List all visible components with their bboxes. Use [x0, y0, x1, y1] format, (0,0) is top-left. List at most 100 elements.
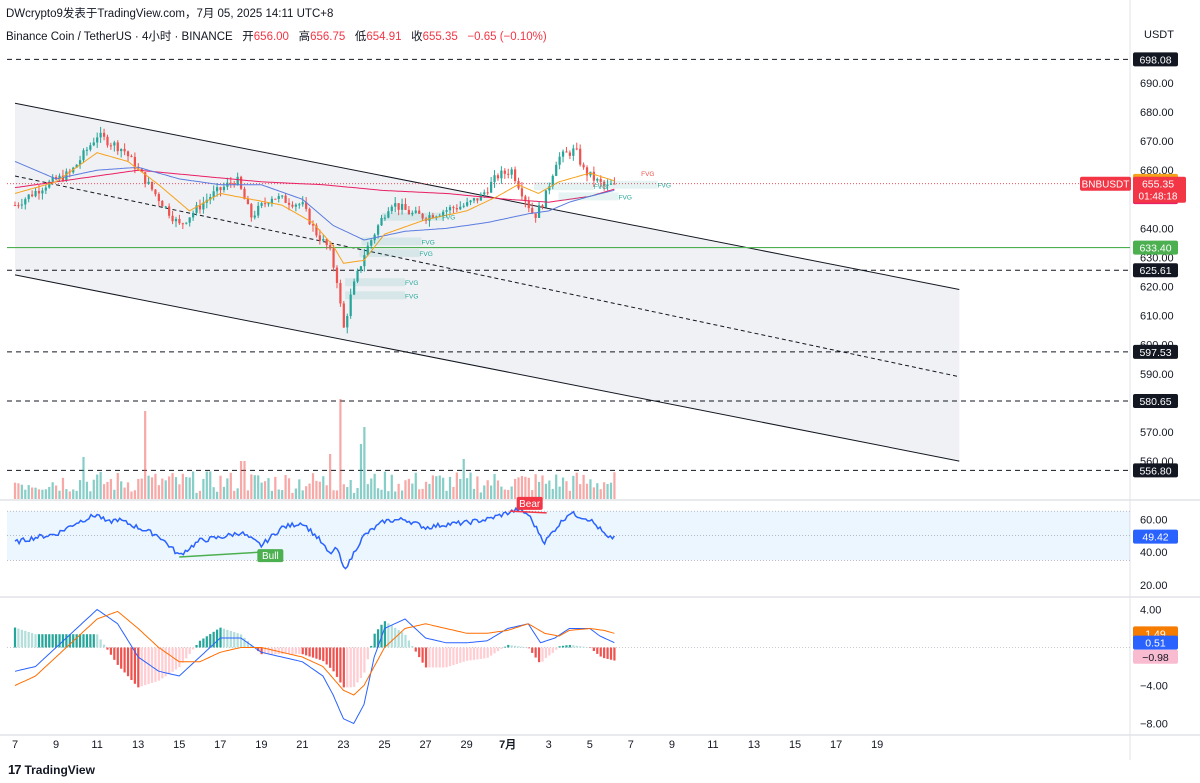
macd-histogram-bar [161, 647, 164, 679]
volume-bar [171, 473, 174, 499]
fvg-markers: FVG FVG FVG FVG FVG FVG FVG FVG FVG [345, 171, 671, 300]
time-tick-label: 13 [132, 739, 144, 751]
macd-histogram-bar [387, 623, 390, 648]
candle-body [428, 215, 431, 221]
volume-bar [37, 489, 41, 499]
macd-signal-line [14, 610, 615, 696]
candle-body [380, 217, 383, 226]
candle-body [370, 240, 373, 246]
volume-bar [332, 490, 335, 499]
macd-histogram-bar [325, 647, 328, 665]
macd-histogram-bar [31, 633, 34, 648]
macd-histogram-bar [558, 646, 561, 648]
divergence-label: Bull [262, 551, 279, 562]
rsi-tick-label: 60.00 [1140, 514, 1168, 526]
candle-body [243, 188, 246, 200]
volume-bar [257, 475, 260, 499]
macd-histogram-bar [140, 647, 143, 687]
macd-histogram-bar [483, 647, 486, 659]
macd-histogram-bar [507, 644, 510, 648]
macd-histogram-bar [82, 634, 85, 648]
volume-bar [339, 399, 342, 499]
macd-histogram-bar [239, 634, 243, 648]
candle-body [603, 181, 606, 186]
time-tick-label: 15 [173, 739, 185, 751]
candle-body [120, 148, 123, 152]
macd-histogram-bar [58, 634, 61, 648]
candle-body [267, 203, 270, 205]
divergence-badge [257, 549, 284, 563]
tradingview-logo[interactable]: 17 TradingView [8, 762, 95, 777]
volume-bars [13, 399, 616, 499]
volume-bar [48, 486, 51, 499]
time-tick-label: 21 [296, 739, 308, 751]
macd-histogram-bar [27, 631, 30, 648]
candle-body [400, 204, 404, 210]
time-tick-label: 9 [669, 739, 675, 751]
volume-bar [387, 491, 390, 499]
candle-body [34, 190, 37, 197]
price-level-label: 597.53 [1139, 347, 1171, 359]
time-tick-label: 17 [214, 739, 226, 751]
candle-body [572, 148, 575, 156]
macd-histogram-bar [383, 621, 387, 648]
price-tick-label: 620.00 [1140, 282, 1174, 294]
macd-histogram-bar [171, 647, 174, 672]
candle-body [335, 267, 339, 283]
volume-bar [613, 472, 616, 499]
macd-histogram-bar [548, 647, 551, 656]
fvg-zone [345, 291, 406, 300]
rsi-tick-label: 40.00 [1140, 547, 1168, 559]
channel-fill [15, 103, 960, 462]
candle-body [113, 142, 116, 146]
volume-bar [154, 473, 157, 499]
candle-body [596, 178, 599, 181]
candle-body [537, 205, 541, 218]
volume-bar [270, 490, 274, 499]
time-tick-label: 9 [53, 739, 59, 751]
candle-body [219, 187, 222, 191]
candle-body [609, 183, 613, 185]
price-level-label-bg [1133, 263, 1178, 278]
candle-body [404, 204, 407, 210]
macd-histogram-bar [322, 647, 325, 662]
macd-histogram-bar [154, 647, 157, 682]
volume-bar [520, 476, 524, 499]
candle-body [503, 170, 506, 174]
macd-histogram-bar [109, 647, 113, 655]
candlesticks [13, 126, 616, 334]
fvg-label: FVG [405, 293, 418, 300]
volume-bar [168, 476, 171, 499]
macd-histogram-bar [555, 647, 558, 650]
price-level-label-bg [1133, 52, 1178, 67]
volume-bar [298, 479, 301, 499]
macd-value-label-bg [1133, 635, 1178, 650]
volume-bar [373, 473, 376, 499]
volume-bar [424, 481, 428, 499]
macd-histogram-bar [212, 631, 215, 648]
high-value: 656.75 [310, 31, 346, 43]
macd-histogram-bar [284, 647, 287, 655]
volume-bar [24, 489, 27, 499]
macd-histogram-bar [524, 647, 527, 648]
candle-body [250, 204, 253, 218]
candle-body [41, 190, 44, 194]
volume-bar [58, 490, 61, 499]
divergence-badge [516, 496, 543, 510]
currency-label: USDT [1144, 29, 1174, 41]
open-label: 开 [242, 31, 254, 43]
macd-histogram-bar [363, 647, 366, 673]
volume-bar [568, 490, 572, 499]
volume-bar [407, 478, 411, 499]
current-price-tag [1133, 176, 1186, 203]
macd-histogram-bar [198, 640, 202, 648]
macd-histogram-bar [342, 647, 345, 688]
candle-body [376, 225, 380, 235]
volume-bar [404, 480, 407, 499]
volume-bar [267, 478, 270, 499]
fvg-zone [597, 180, 658, 189]
candle-body [579, 148, 582, 165]
candle-body [209, 197, 212, 200]
volume-bar [455, 472, 458, 499]
time-tick-label: 11 [91, 739, 102, 751]
